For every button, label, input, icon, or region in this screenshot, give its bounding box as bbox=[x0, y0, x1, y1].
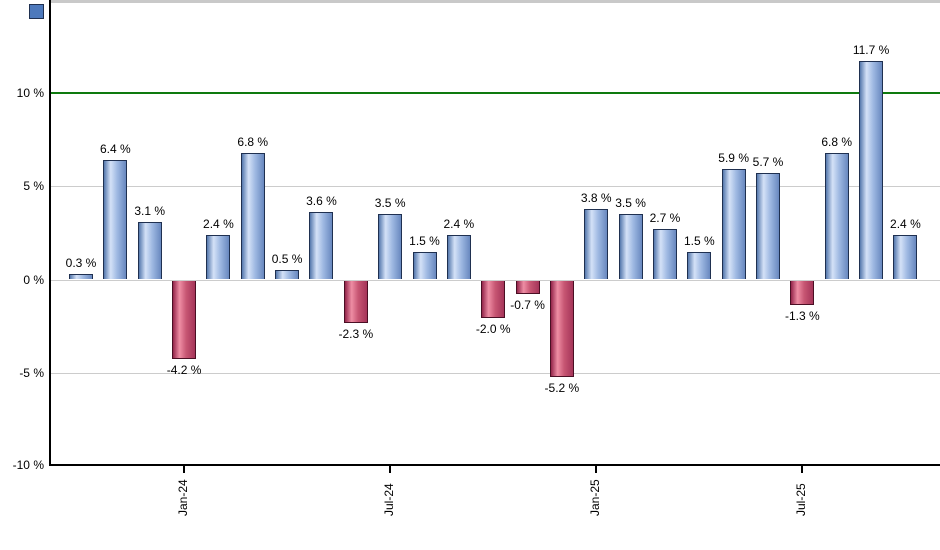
positive-return-bar bbox=[618, 214, 643, 280]
bar-value-label: 6.8 % bbox=[237, 134, 269, 149]
positive-return-bar bbox=[652, 229, 677, 280]
positive-return-bar bbox=[412, 251, 437, 280]
bar-value-label: -1.3 % bbox=[785, 308, 820, 323]
positive-return-bar bbox=[584, 208, 609, 280]
bar-value-label: -5.2 % bbox=[544, 381, 580, 396]
bar-value-label: 2.4 % bbox=[443, 216, 475, 231]
positive-return-bar bbox=[103, 160, 128, 280]
reference-line-10pct bbox=[51, 92, 940, 94]
gridline bbox=[51, 186, 940, 187]
plot-top-border bbox=[50, 0, 940, 3]
positive-return-bar bbox=[756, 173, 780, 280]
legend-marker-swatch bbox=[29, 4, 44, 19]
y-axis-tick-label: 10 % bbox=[16, 86, 44, 100]
positive-return-bar bbox=[721, 169, 746, 280]
bar-value-label: -2.0 % bbox=[475, 321, 511, 336]
negative-return-bar bbox=[343, 280, 368, 324]
y-axis-tick-label: 5 % bbox=[23, 179, 44, 194]
positive-return-bar bbox=[893, 234, 918, 280]
bar-value-label: 3.6 % bbox=[306, 194, 337, 209]
positive-return-bar bbox=[824, 152, 849, 280]
bar-value-label: 3.5 % bbox=[374, 196, 406, 211]
positive-return-bar bbox=[446, 234, 471, 280]
positive-return-bar bbox=[309, 212, 334, 280]
negative-return-bar bbox=[515, 280, 540, 294]
bar-value-label: 1.5 % bbox=[683, 233, 715, 248]
positive-return-bar bbox=[137, 221, 162, 280]
y-axis-tick-label: 0 % bbox=[23, 272, 44, 287]
bar-value-label: 2.4 % bbox=[203, 216, 234, 231]
x-axis-tick-label: Jul-25 bbox=[794, 483, 809, 516]
y-axis-line bbox=[49, 0, 51, 466]
positive-return-bar bbox=[687, 251, 712, 280]
x-axis-tick bbox=[801, 465, 804, 473]
bar-value-label: 11.7 % bbox=[852, 43, 890, 58]
x-axis-tick bbox=[389, 465, 392, 473]
bar-value-label: -0.7 % bbox=[510, 297, 545, 312]
bar-value-label: 5.7 % bbox=[752, 155, 784, 170]
negative-return-bar bbox=[549, 280, 574, 378]
positive-return-bar bbox=[378, 214, 403, 280]
positive-return-bar bbox=[206, 234, 231, 280]
bar-value-label: 2.4 % bbox=[890, 216, 921, 231]
positive-return-bar bbox=[859, 61, 884, 280]
negative-return-bar bbox=[172, 280, 197, 359]
bar-value-label: 5.9 % bbox=[718, 151, 749, 166]
y-axis-tick-label: -5 % bbox=[19, 365, 44, 380]
bar-value-label: 0.3 % bbox=[65, 255, 97, 270]
bar-value-label: 2.7 % bbox=[649, 211, 681, 226]
positive-return-bar bbox=[69, 273, 93, 280]
bar-value-label: 6.8 % bbox=[821, 134, 853, 149]
bar-value-label: -2.3 % bbox=[338, 327, 374, 342]
positive-return-bar bbox=[240, 152, 265, 280]
x-axis-tick-label: Jan-24 bbox=[176, 479, 191, 516]
bar-value-label: 6.4 % bbox=[100, 142, 131, 157]
positive-return-bar bbox=[275, 270, 300, 280]
negative-return-bar bbox=[790, 280, 815, 305]
bar-value-label: 0.5 % bbox=[271, 252, 303, 267]
x-axis-tick-label: Jan-25 bbox=[588, 479, 603, 516]
x-axis-line bbox=[49, 464, 940, 466]
x-axis-tick-label: Jul-24 bbox=[382, 483, 397, 516]
x-axis-tick bbox=[595, 465, 598, 473]
bar-value-label: 3.1 % bbox=[134, 203, 166, 218]
negative-return-bar bbox=[481, 280, 506, 318]
bar-value-label: 3.8 % bbox=[580, 190, 612, 205]
y-axis-tick-label: -10 % bbox=[12, 458, 44, 472]
bar-value-label: -4.2 % bbox=[166, 362, 202, 377]
bar-value-label: 3.5 % bbox=[615, 196, 646, 211]
bar-value-label: 1.5 % bbox=[409, 233, 440, 248]
gridline bbox=[51, 373, 940, 374]
x-axis-tick bbox=[183, 465, 186, 473]
